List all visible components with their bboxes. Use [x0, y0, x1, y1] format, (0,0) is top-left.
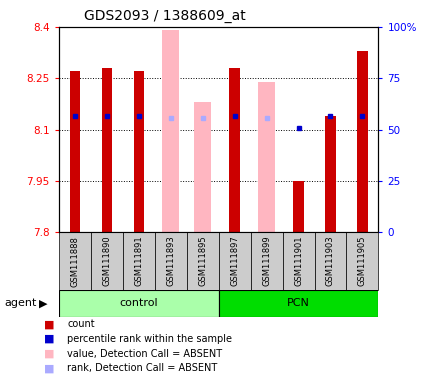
- Bar: [186, 232, 218, 290]
- Bar: [325, 116, 335, 232]
- Bar: [133, 71, 144, 232]
- Text: ■: ■: [43, 349, 54, 359]
- Text: value, Detection Call = ABSENT: value, Detection Call = ABSENT: [67, 349, 222, 359]
- Text: GSM111888: GSM111888: [70, 236, 79, 286]
- Bar: [293, 181, 303, 232]
- Text: count: count: [67, 319, 95, 329]
- Text: GSM111891: GSM111891: [134, 236, 143, 286]
- Text: rank, Detection Call = ABSENT: rank, Detection Call = ABSENT: [67, 363, 217, 373]
- Text: GSM111901: GSM111901: [293, 236, 302, 286]
- Bar: [122, 232, 155, 290]
- Bar: [101, 68, 112, 232]
- Text: percentile rank within the sample: percentile rank within the sample: [67, 334, 232, 344]
- Text: ▶: ▶: [39, 298, 48, 308]
- Bar: [59, 232, 91, 290]
- Text: GSM111899: GSM111899: [261, 236, 270, 286]
- Bar: [91, 232, 122, 290]
- Text: ■: ■: [43, 334, 54, 344]
- Bar: [314, 232, 345, 290]
- Text: PCN: PCN: [286, 298, 309, 308]
- Text: GSM111903: GSM111903: [325, 236, 334, 286]
- Text: ■: ■: [43, 319, 54, 329]
- Bar: [218, 232, 250, 290]
- Bar: [250, 232, 282, 290]
- Bar: [59, 290, 218, 317]
- Bar: [229, 68, 239, 232]
- Bar: [69, 71, 80, 232]
- Bar: [194, 102, 211, 232]
- Bar: [282, 232, 314, 290]
- Text: GSM111890: GSM111890: [102, 236, 111, 286]
- Text: GSM111893: GSM111893: [166, 236, 175, 286]
- Text: GDS2093 / 1388609_at: GDS2093 / 1388609_at: [84, 9, 246, 23]
- Bar: [218, 290, 378, 317]
- Text: control: control: [119, 298, 158, 308]
- Bar: [356, 51, 367, 232]
- Bar: [161, 30, 179, 232]
- Text: GSM111905: GSM111905: [357, 236, 366, 286]
- Text: GSM111895: GSM111895: [197, 236, 207, 286]
- Bar: [346, 232, 378, 290]
- Bar: [257, 82, 275, 232]
- Text: ■: ■: [43, 363, 54, 373]
- Bar: [155, 232, 186, 290]
- Text: GSM111897: GSM111897: [230, 236, 239, 286]
- Text: agent: agent: [4, 298, 36, 308]
